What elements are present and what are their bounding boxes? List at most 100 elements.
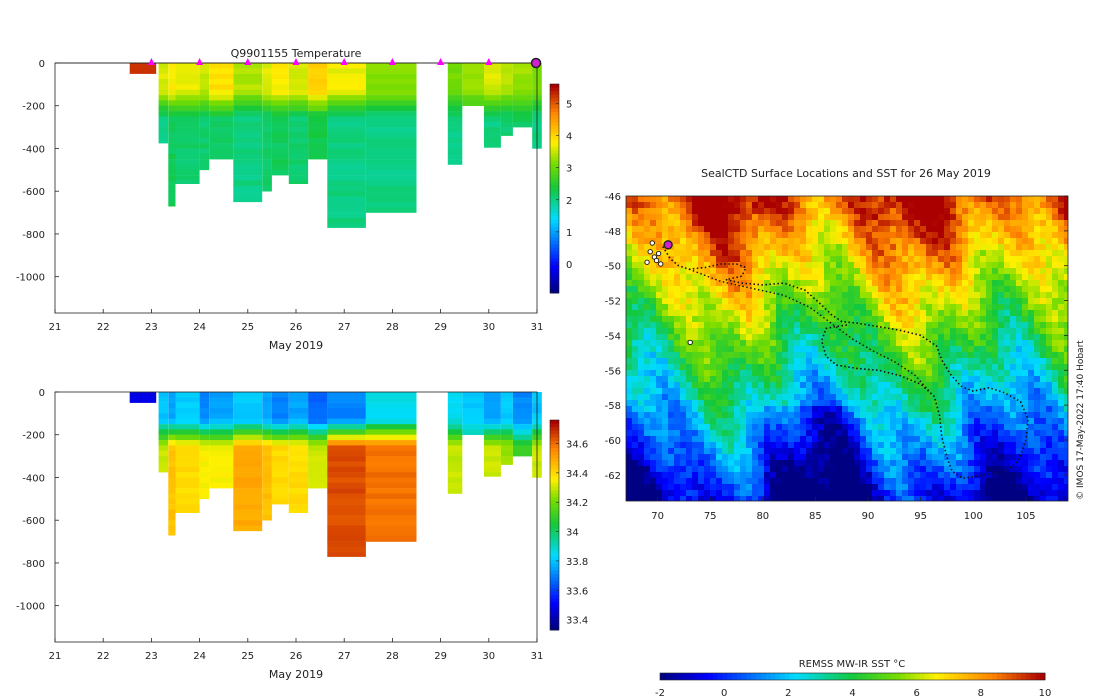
sst-cell	[884, 256, 891, 263]
sst-cell	[668, 280, 675, 287]
sst-cell	[926, 322, 933, 329]
sst-cell	[842, 202, 849, 209]
section-cell	[327, 461, 366, 467]
sst-cell	[914, 442, 921, 449]
sst-cell	[650, 232, 657, 239]
sst-cell	[950, 322, 957, 329]
sst-cell	[722, 328, 729, 335]
sst-cell	[674, 244, 681, 251]
sst-cell	[764, 472, 771, 479]
section-cell	[175, 148, 200, 155]
sst-cell	[722, 412, 729, 419]
sst-cell	[860, 370, 867, 377]
section-cell	[168, 392, 176, 398]
sst-cell	[1004, 454, 1011, 461]
sst-cell	[734, 292, 741, 299]
sst-cell	[956, 220, 963, 227]
sst-colorbar-step	[708, 673, 714, 680]
sst-cell	[1022, 490, 1029, 497]
colorbar-step	[550, 588, 559, 592]
sst-cell	[1028, 412, 1035, 419]
sst-cell	[668, 220, 675, 227]
sst-cell	[770, 400, 777, 407]
section-cell	[327, 100, 366, 106]
section-cell	[462, 63, 484, 69]
x-tick-label: 31	[531, 322, 544, 333]
sst-cell	[788, 226, 795, 233]
sst-cell	[866, 238, 873, 245]
section-cell	[175, 143, 200, 149]
sst-cell	[1004, 352, 1011, 359]
sst-cell	[698, 400, 705, 407]
sst-cell	[1058, 304, 1065, 311]
sst-cell	[638, 322, 645, 329]
sst-cell	[752, 400, 759, 407]
sst-cell	[848, 328, 855, 335]
sst-cell	[734, 196, 741, 203]
section-cell	[168, 137, 176, 144]
sst-cell	[638, 460, 645, 467]
sst-cell	[644, 202, 651, 209]
sst-cell	[758, 226, 765, 233]
sst-cell	[986, 244, 993, 251]
sst-cell	[1016, 418, 1023, 425]
section-cell	[365, 111, 417, 117]
section-cell	[209, 100, 234, 106]
sst-cell	[944, 460, 951, 467]
sst-cell	[632, 364, 639, 371]
sst-cell	[1034, 292, 1041, 299]
sst-cell	[938, 364, 945, 371]
station-marker	[649, 240, 655, 246]
sst-cell	[668, 256, 675, 263]
sst-cell	[890, 400, 897, 407]
sst-cell	[1022, 226, 1029, 233]
section-cell	[308, 137, 328, 144]
salinity-section-cells	[129, 392, 542, 557]
sst-cell	[854, 298, 861, 305]
sst-cell	[668, 286, 675, 293]
section-cell	[365, 520, 417, 526]
sst-cell	[1028, 310, 1035, 317]
sst-cell	[938, 298, 945, 305]
section-cell	[308, 461, 328, 467]
sst-cell	[686, 412, 693, 419]
sst-cell	[962, 244, 969, 251]
section-cell	[512, 73, 533, 80]
sst-cell	[950, 478, 957, 485]
sst-cell	[842, 370, 849, 377]
sst-cell	[896, 328, 903, 335]
section-cell	[175, 509, 200, 513]
sst-cell	[788, 322, 795, 329]
section-cell	[365, 73, 417, 80]
sst-cell	[1058, 244, 1065, 251]
sst-cell	[830, 364, 837, 371]
sst-cell	[878, 298, 885, 305]
sst-cell	[722, 490, 729, 497]
section-cell	[199, 493, 210, 500]
sst-cell	[926, 448, 933, 455]
sst-cell	[692, 328, 699, 335]
sst-cell	[698, 238, 705, 245]
sst-cell	[758, 436, 765, 443]
sst-cell	[872, 262, 879, 269]
sst-cell	[884, 472, 891, 479]
sst-cell	[1028, 418, 1035, 425]
sst-cell	[872, 436, 879, 443]
sst-cell	[632, 472, 639, 479]
section-cell	[447, 445, 463, 451]
sst-cell	[908, 334, 915, 341]
sst-cell	[1046, 352, 1053, 359]
sst-cell	[986, 340, 993, 347]
sst-cell	[872, 484, 879, 491]
sst-cell	[716, 364, 723, 371]
sst-cell	[788, 394, 795, 401]
sst-cell	[956, 382, 963, 389]
sst-cell	[764, 484, 771, 491]
sst-cell	[776, 208, 783, 215]
sst-cell	[674, 466, 681, 473]
sst-cell	[866, 472, 873, 479]
sst-cell	[932, 346, 939, 353]
sst-cell	[1046, 388, 1053, 395]
sst-cell	[746, 214, 753, 221]
sst-cell	[656, 208, 663, 215]
